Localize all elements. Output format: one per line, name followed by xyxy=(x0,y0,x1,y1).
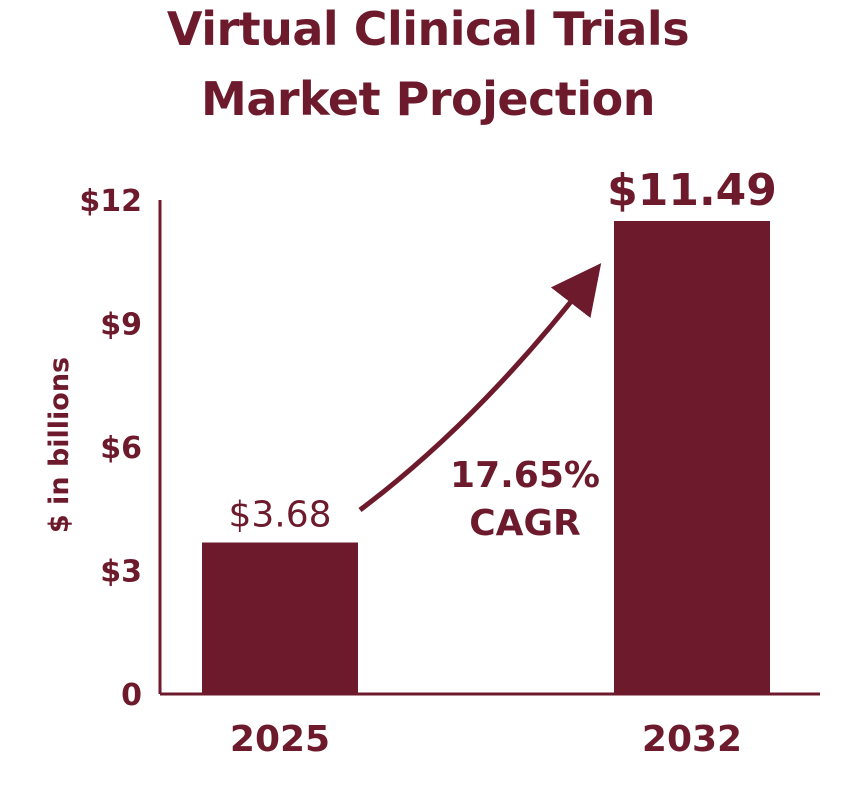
y-tick-label: $12 xyxy=(79,184,142,219)
bar-value-label: $3.68 xyxy=(228,495,331,536)
bar-2032 xyxy=(614,220,770,694)
chart-title-line-2: Market Projection xyxy=(201,72,655,126)
cagr-annotation-label: CAGR xyxy=(469,503,581,544)
bar-2025 xyxy=(202,542,358,694)
chart-title-line-1: Virtual Clinical Trials xyxy=(166,2,690,56)
x-tick-label: 2025 xyxy=(230,719,330,760)
x-tick-label: 2032 xyxy=(642,719,742,760)
y-tick-label: 0 xyxy=(121,678,142,713)
y-tick-label: $9 xyxy=(100,308,142,343)
y-tick-label: $6 xyxy=(100,431,142,466)
bar-value-label: $11.49 xyxy=(607,165,777,216)
cagr-arrow xyxy=(358,263,602,512)
y-tick-label: $3 xyxy=(100,555,142,590)
cagr-annotation-value: 17.65% xyxy=(450,455,600,496)
y-axis-label: $ in billions xyxy=(44,357,75,533)
